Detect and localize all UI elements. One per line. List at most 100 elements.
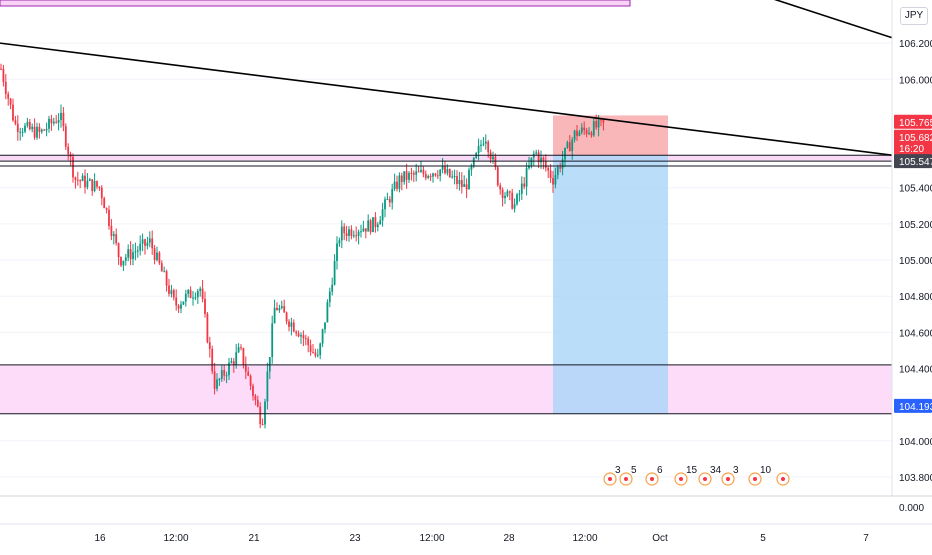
candle-body xyxy=(122,260,125,266)
candle-body xyxy=(151,238,154,249)
candle-body xyxy=(247,371,250,376)
short-position-tool[interactable] xyxy=(553,115,668,414)
candle-body xyxy=(600,119,602,121)
candle-body xyxy=(321,329,324,344)
candle-body xyxy=(9,98,12,105)
candle-body xyxy=(297,333,300,337)
candle-body xyxy=(240,347,242,349)
candle-body xyxy=(230,361,233,363)
candle-body xyxy=(410,172,413,174)
candle-body xyxy=(259,406,262,425)
y-tick-label: 105.400 xyxy=(899,184,932,195)
candle-body xyxy=(424,173,427,178)
candle-body xyxy=(427,176,430,178)
candle-body xyxy=(285,312,288,322)
candle-body xyxy=(57,120,60,123)
candle-body xyxy=(21,131,24,133)
candle-body xyxy=(98,186,101,188)
y-tick-label: 104.800 xyxy=(899,292,932,303)
candle-body xyxy=(566,142,569,148)
drawing-lines-layer[interactable] xyxy=(0,0,893,415)
candle-body xyxy=(273,307,276,324)
candle-body xyxy=(220,370,223,379)
economic-events-layer[interactable]: 3 5 6 15 34 3 10 xyxy=(603,465,790,486)
price-tag xyxy=(894,114,932,129)
candle-body xyxy=(441,166,444,170)
candle-body xyxy=(112,234,115,237)
candle-body xyxy=(213,371,216,389)
candle-body xyxy=(367,220,370,232)
y-tick-label: 104.600 xyxy=(899,328,932,339)
x-tick-label: 23 xyxy=(349,533,361,544)
candle-body xyxy=(129,249,132,260)
candle-body xyxy=(184,293,187,302)
candle-body xyxy=(45,128,48,131)
candle-body xyxy=(540,157,542,163)
candle-body xyxy=(484,141,487,144)
candle-body xyxy=(206,313,209,343)
candle-body xyxy=(115,234,118,244)
candle-body xyxy=(405,171,408,180)
candle-body xyxy=(141,239,144,244)
candle-body xyxy=(374,217,377,228)
candle-body xyxy=(444,166,446,174)
candle-body xyxy=(398,175,401,189)
candle-body xyxy=(40,129,43,132)
candle-body xyxy=(76,179,79,181)
candle-body xyxy=(288,321,290,327)
candle-body xyxy=(60,112,62,121)
candle-body xyxy=(355,235,358,237)
candle-body xyxy=(576,130,578,136)
candle-body xyxy=(340,226,343,241)
event-dot-icon xyxy=(679,477,683,481)
candle-body xyxy=(468,169,470,190)
candle-body xyxy=(525,168,528,187)
candle-body xyxy=(7,93,10,99)
candle-body xyxy=(280,306,283,309)
candle-body xyxy=(283,306,286,313)
candle-body xyxy=(432,173,434,177)
candle-body xyxy=(535,152,538,154)
candle-body xyxy=(304,338,307,340)
candle-body xyxy=(376,224,379,228)
candle-body xyxy=(168,285,170,294)
candle-body xyxy=(93,180,96,191)
candle-body xyxy=(81,175,84,182)
candle-body xyxy=(396,181,398,189)
candle-body xyxy=(218,378,221,380)
candle-body xyxy=(148,238,151,243)
currency-label: JPY xyxy=(904,10,924,21)
take-profit-zone xyxy=(553,155,668,414)
candle-body xyxy=(309,345,312,352)
candle-body xyxy=(192,297,194,299)
x-tick-label: 12:00 xyxy=(572,533,597,544)
event-count: 5 xyxy=(631,465,637,476)
candle-body xyxy=(139,243,142,251)
candle-body xyxy=(187,289,190,294)
candle-body xyxy=(528,165,530,169)
candle-body xyxy=(585,130,588,134)
candle-body xyxy=(559,167,562,169)
candle-body xyxy=(268,357,271,372)
candle-body xyxy=(307,338,310,346)
candle-body xyxy=(79,180,82,182)
candle-body xyxy=(345,233,348,236)
currency-badge[interactable]: JPY xyxy=(900,7,928,25)
candle-body xyxy=(537,152,540,163)
candle-body xyxy=(254,395,257,401)
y-tick-label: 105.000 xyxy=(899,256,932,267)
price-tag-label: 104.193 xyxy=(899,402,932,413)
candle-body xyxy=(319,343,322,356)
candle-body xyxy=(264,401,266,425)
candle-body xyxy=(580,127,583,133)
candle-body xyxy=(470,166,473,170)
candle-body xyxy=(158,252,161,264)
candle-body xyxy=(412,173,415,175)
event-count: 6 xyxy=(657,465,663,476)
candle-body xyxy=(278,308,281,311)
candle-body xyxy=(439,169,442,177)
candle-body xyxy=(16,123,19,132)
